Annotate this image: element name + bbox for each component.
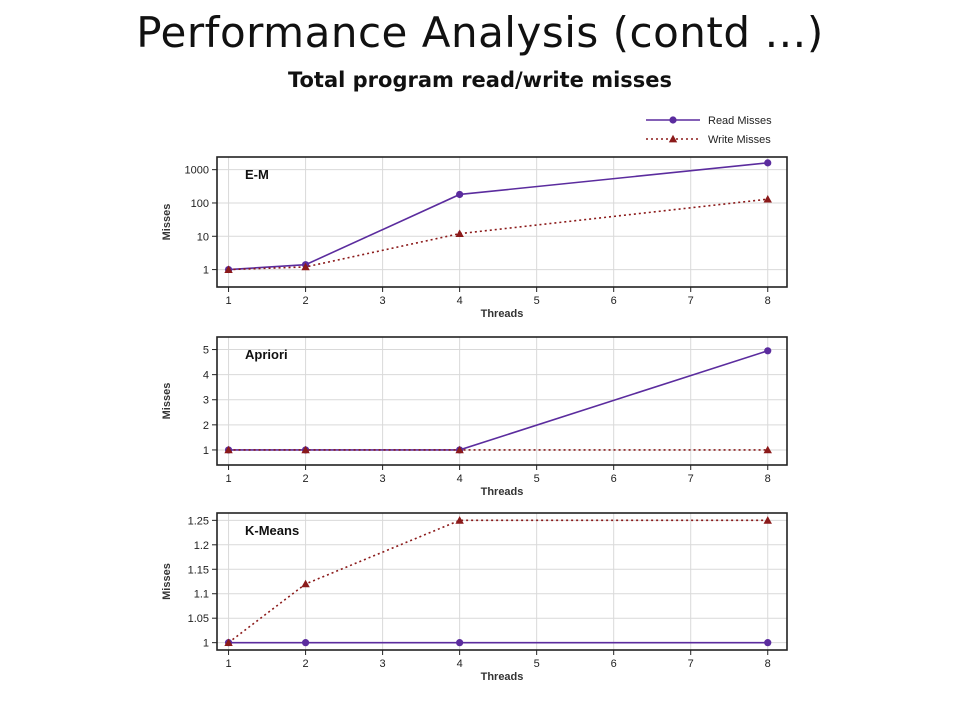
x-tick-label: 8 [765, 295, 771, 307]
y-axis-label: Misses [161, 204, 173, 241]
data-point [763, 516, 772, 524]
x-tick-label: 4 [457, 658, 463, 670]
y-axis-label: Misses [161, 563, 173, 600]
y-tick-label: 10 [197, 231, 209, 243]
y-tick-label: 1000 [185, 165, 209, 177]
x-tick-label: 3 [380, 473, 386, 485]
y-tick-label: 1.1 [194, 589, 209, 601]
y-tick-label: 1.05 [188, 613, 209, 625]
x-tick-label: 6 [611, 473, 617, 485]
x-tick-label: 3 [380, 658, 386, 670]
data-point [764, 639, 772, 647]
panel-label: E-M [245, 167, 269, 182]
legend-label: Write Misses [708, 134, 771, 146]
y-tick-label: 1 [203, 265, 209, 277]
data-point [301, 445, 310, 454]
y-tick-label: 2 [203, 420, 209, 432]
x-tick-label: 2 [303, 658, 309, 670]
x-tick-label: 7 [688, 658, 694, 670]
slide-subtitle: Total program read/write misses [287, 68, 673, 92]
x-tick-label: 5 [534, 658, 540, 670]
chart-panel: 1 2 3 4 5 6 7 8 1 1.05 1.1 1.15 1.2 1.25 Threads Misses… [161, 512, 788, 683]
data-point [763, 194, 772, 203]
slide-title: Performance Analysis (contd …) [136, 8, 824, 57]
x-tick-label: 8 [765, 658, 771, 670]
data-point [224, 638, 233, 647]
x-tick-label: 4 [457, 473, 463, 485]
plot-frame [216, 156, 788, 288]
x-axis-label: Threads [481, 671, 524, 683]
data-point [456, 190, 464, 199]
data-point [301, 639, 310, 647]
plot-frame [216, 512, 788, 651]
y-tick-label: 1.2 [194, 540, 209, 552]
legend: Read Misses Write Misses [646, 115, 772, 146]
data-point [763, 445, 772, 454]
y-tick-label: 1 [203, 638, 209, 650]
x-tick-label: 3 [380, 295, 386, 307]
data-point [455, 229, 464, 238]
x-tick-label: 6 [611, 295, 617, 307]
y-tick-label: 3 [203, 395, 209, 407]
x-axis-label: Threads [481, 486, 524, 498]
legend-marker [669, 116, 677, 124]
x-tick-label: 2 [303, 473, 309, 485]
x-tick-label: 1 [225, 295, 231, 307]
panel-label: Apriori [245, 347, 288, 362]
data-point [764, 347, 772, 355]
legend-marker [668, 134, 678, 143]
x-tick-label: 2 [303, 295, 309, 307]
data-point [455, 516, 464, 524]
series-line-read-misses [228, 350, 768, 451]
series-line-read-misses [228, 162, 768, 271]
data-point [764, 159, 772, 167]
data-point [224, 445, 233, 454]
x-tick-label: 1 [225, 473, 231, 485]
y-tick-label: 1 [203, 445, 209, 457]
x-tick-label: 7 [688, 473, 694, 485]
x-tick-label: 5 [534, 295, 540, 307]
series-line-write-misses [228, 198, 768, 271]
y-tick-label: 4 [203, 370, 209, 382]
panel-label: K-Means [245, 523, 299, 538]
y-tick-label: 100 [191, 198, 209, 210]
data-point [301, 262, 310, 271]
x-tick-label: 7 [688, 295, 694, 307]
legend-label: Read Misses [708, 115, 772, 127]
y-tick-label: 1.15 [188, 564, 209, 576]
y-axis-label: Misses [161, 383, 173, 420]
y-tick-label: 1.25 [188, 515, 209, 527]
plot-frame [216, 336, 788, 466]
data-point [455, 445, 464, 454]
chart-panels: 1 2 3 4 5 6 7 8 1 10 100 1000 Threads Misses E-M 1 2 3 4 5 6… [161, 156, 788, 683]
x-tick-label: 5 [534, 473, 540, 485]
chart-panel: 1 2 3 4 5 6 7 8 1 10 100 1000 Threads Misses E-M [161, 156, 788, 320]
x-axis-label: Threads [481, 308, 524, 320]
series-line-write-misses [228, 519, 768, 644]
x-tick-label: 1 [225, 658, 231, 670]
x-tick-label: 8 [765, 473, 771, 485]
data-point [456, 639, 464, 647]
chart-panel: 1 2 3 4 5 6 7 8 1 2 3 4 5 Threads Misses Apriori [161, 336, 788, 498]
x-tick-label: 6 [611, 658, 617, 670]
data-point [224, 265, 233, 273]
data-point [301, 579, 310, 588]
y-tick-label: 5 [203, 345, 209, 357]
x-tick-label: 4 [457, 295, 463, 307]
